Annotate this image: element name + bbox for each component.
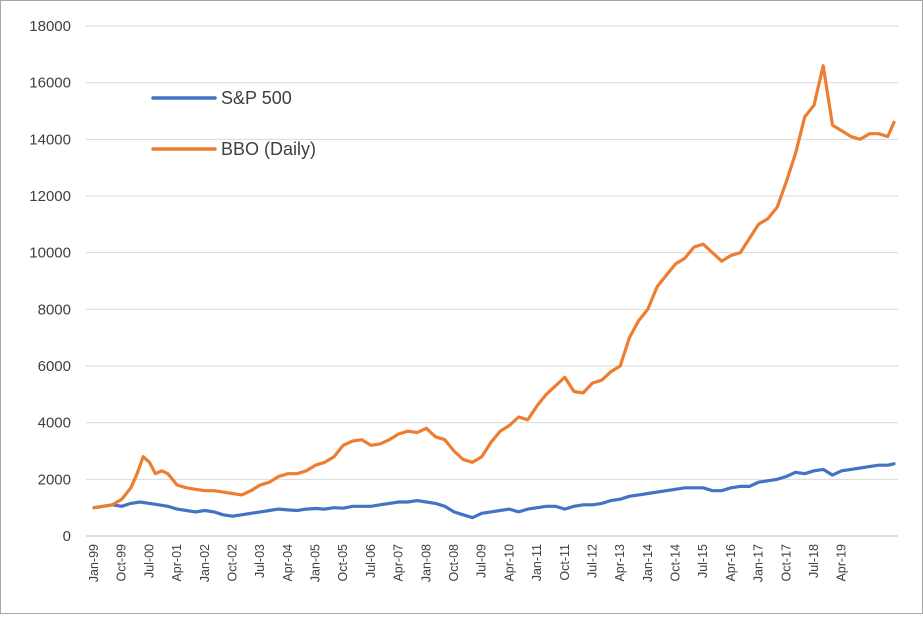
- x-tick-label: Jul-09: [475, 544, 489, 578]
- x-tick-label: Apr-07: [392, 544, 406, 582]
- y-tick-label: 8000: [38, 301, 71, 318]
- x-tick-label: Oct-99: [115, 544, 129, 582]
- series-lines: [92, 64, 896, 520]
- legend-label: BBO (Daily): [221, 139, 316, 159]
- x-axis-tick-labels: Jan-99 Oct-99 Jul-00 Apr-01 Jan-02 Oct-02 Jul-…: [87, 544, 849, 582]
- y-tick-label: 0: [63, 528, 71, 545]
- x-tick-label: Oct-17: [779, 544, 793, 582]
- y-axis-tick-labels: 0 2000 4000 6000 8000 10000 12000 14000 16000 180…: [29, 18, 71, 545]
- x-tick-label: Jan-05: [309, 544, 323, 582]
- x-tick-label: Apr-01: [170, 544, 184, 582]
- x-tick-label: Jan-14: [641, 544, 655, 582]
- x-tick-label: Jul-12: [585, 544, 599, 578]
- y-tick-label: 16000: [29, 75, 71, 92]
- x-tick-label: Oct-02: [225, 544, 239, 582]
- y-tick-label: 6000: [38, 358, 71, 375]
- x-tick-label: Jan-11: [530, 544, 544, 581]
- gridlines: [86, 25, 898, 537]
- y-tick-label: 18000: [29, 18, 71, 35]
- x-tick-label: Oct-11: [558, 544, 572, 581]
- x-tick-label: Jul-15: [696, 544, 710, 578]
- x-tick-label: Jul-06: [364, 544, 378, 578]
- x-tick-label: Jan-17: [752, 544, 766, 582]
- x-tick-label: Oct-08: [447, 544, 461, 582]
- x-tick-label: Jul-18: [807, 544, 821, 578]
- x-tick-label: Oct-05: [336, 544, 350, 582]
- x-tick-label: Jul-00: [142, 544, 156, 578]
- x-tick-label: Jul-03: [253, 544, 267, 578]
- x-tick-label: Apr-16: [724, 544, 738, 582]
- y-tick-label: 4000: [38, 415, 71, 432]
- y-tick-label: 14000: [29, 131, 71, 148]
- x-tick-label: Apr-19: [835, 544, 849, 582]
- x-tick-label: Jan-99: [87, 544, 101, 582]
- x-tick-label: Apr-10: [502, 544, 516, 582]
- x-tick-label: Jan-08: [419, 544, 433, 582]
- series-line-sp500: [92, 462, 896, 520]
- y-tick-label: 2000: [38, 471, 71, 488]
- legend: S&P 500 BBO (Daily): [151, 88, 316, 159]
- legend-label: S&P 500: [221, 88, 292, 108]
- x-tick-label: Apr-04: [281, 544, 295, 582]
- series-line-bbo-daily: [92, 64, 896, 510]
- y-tick-label: 10000: [29, 245, 71, 262]
- x-tick-label: Apr-13: [613, 544, 627, 582]
- y-tick-label: 12000: [29, 188, 71, 205]
- x-tick-label: Oct-14: [669, 544, 683, 582]
- x-tick-label: Jan-02: [198, 544, 212, 582]
